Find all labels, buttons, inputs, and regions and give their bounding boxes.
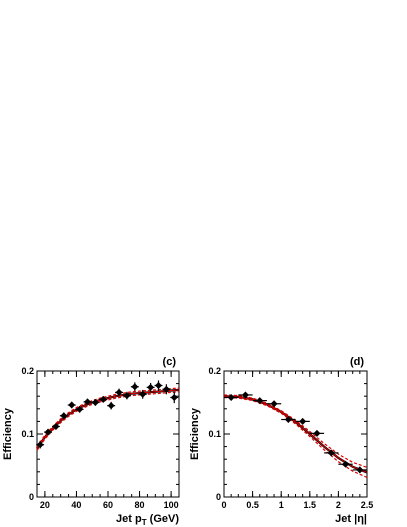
x-tick-label: 1 — [279, 500, 284, 510]
data-point — [107, 402, 115, 410]
data-point — [91, 399, 99, 406]
data-point — [356, 466, 364, 474]
data-point — [36, 441, 44, 449]
x-tick-label: 0.5 — [246, 500, 259, 510]
x-axis-title: Jet |η| — [335, 513, 367, 525]
data-point — [44, 428, 52, 436]
panel-d: 0 0.5 1 1.5 2 2.5 0 0.1 0.2 (d) Efficiency Jet |η| — [189, 356, 373, 525]
x-axis-title: Jet pT (GeV) — [116, 513, 179, 527]
data-point — [227, 393, 235, 401]
data-point — [76, 405, 84, 413]
uncertainty-band-line — [36, 387, 180, 447]
data-point — [131, 383, 139, 391]
data-point — [313, 429, 321, 437]
y-tick-label: 0.2 — [208, 366, 221, 376]
x-tick-label: 2.5 — [361, 500, 374, 510]
panel-c: 20 40 60 80 100 0 0.1 0.2 (c) Efficiency Jet pT (G… — [2, 356, 180, 527]
data-point — [154, 381, 162, 389]
y-tick-label: 0.2 — [21, 366, 34, 376]
data-point — [256, 397, 264, 405]
y-axis-title: Efficiency — [189, 407, 201, 460]
data-point — [99, 395, 107, 403]
data-point — [284, 416, 292, 424]
data-point — [123, 392, 131, 400]
panel-label: (d) — [350, 356, 364, 368]
y-tick-label: 0 — [216, 492, 221, 502]
data-point — [342, 460, 350, 468]
x-axis-title-unit: (GeV) — [147, 513, 180, 525]
fit-curve-overlay — [223, 395, 368, 473]
data-point — [162, 385, 170, 393]
data-point — [115, 388, 123, 396]
data-point — [147, 383, 155, 391]
data-point — [270, 400, 278, 408]
x-axis-title-subscript: T — [142, 518, 147, 527]
y-tick-label: 0.1 — [208, 429, 221, 439]
data-point — [60, 412, 68, 420]
fit-curve-overlay — [36, 389, 180, 449]
x-tick-label: 60 — [103, 500, 113, 510]
uncertainty-band-line — [36, 391, 180, 451]
x-tick-label: 2 — [336, 500, 341, 510]
data-point — [327, 449, 335, 457]
x-axis-title-main: Jet |η| — [335, 513, 367, 525]
data-point — [170, 393, 178, 401]
x-tick-label: 40 — [71, 500, 81, 510]
uncertainty-band-line — [223, 394, 368, 468]
y-tick-label: 0.1 — [21, 429, 34, 439]
panel-label: (c) — [163, 356, 177, 368]
x-tick-label: 100 — [164, 500, 179, 510]
data-point — [241, 391, 249, 399]
data-point — [68, 401, 76, 409]
data-point — [52, 422, 60, 430]
y-tick-label: 0 — [29, 492, 34, 502]
x-axis-title-main: Jet p — [116, 513, 142, 525]
y-axis-title: Efficiency — [2, 407, 14, 460]
x-tick-label: 80 — [135, 500, 145, 510]
x-tick-label: 20 — [40, 500, 50, 510]
data-point — [299, 417, 307, 425]
data-point — [139, 390, 147, 398]
data-point — [83, 398, 91, 406]
x-tick-label: 0 — [221, 500, 226, 510]
x-tick-label: 1.5 — [304, 500, 317, 510]
